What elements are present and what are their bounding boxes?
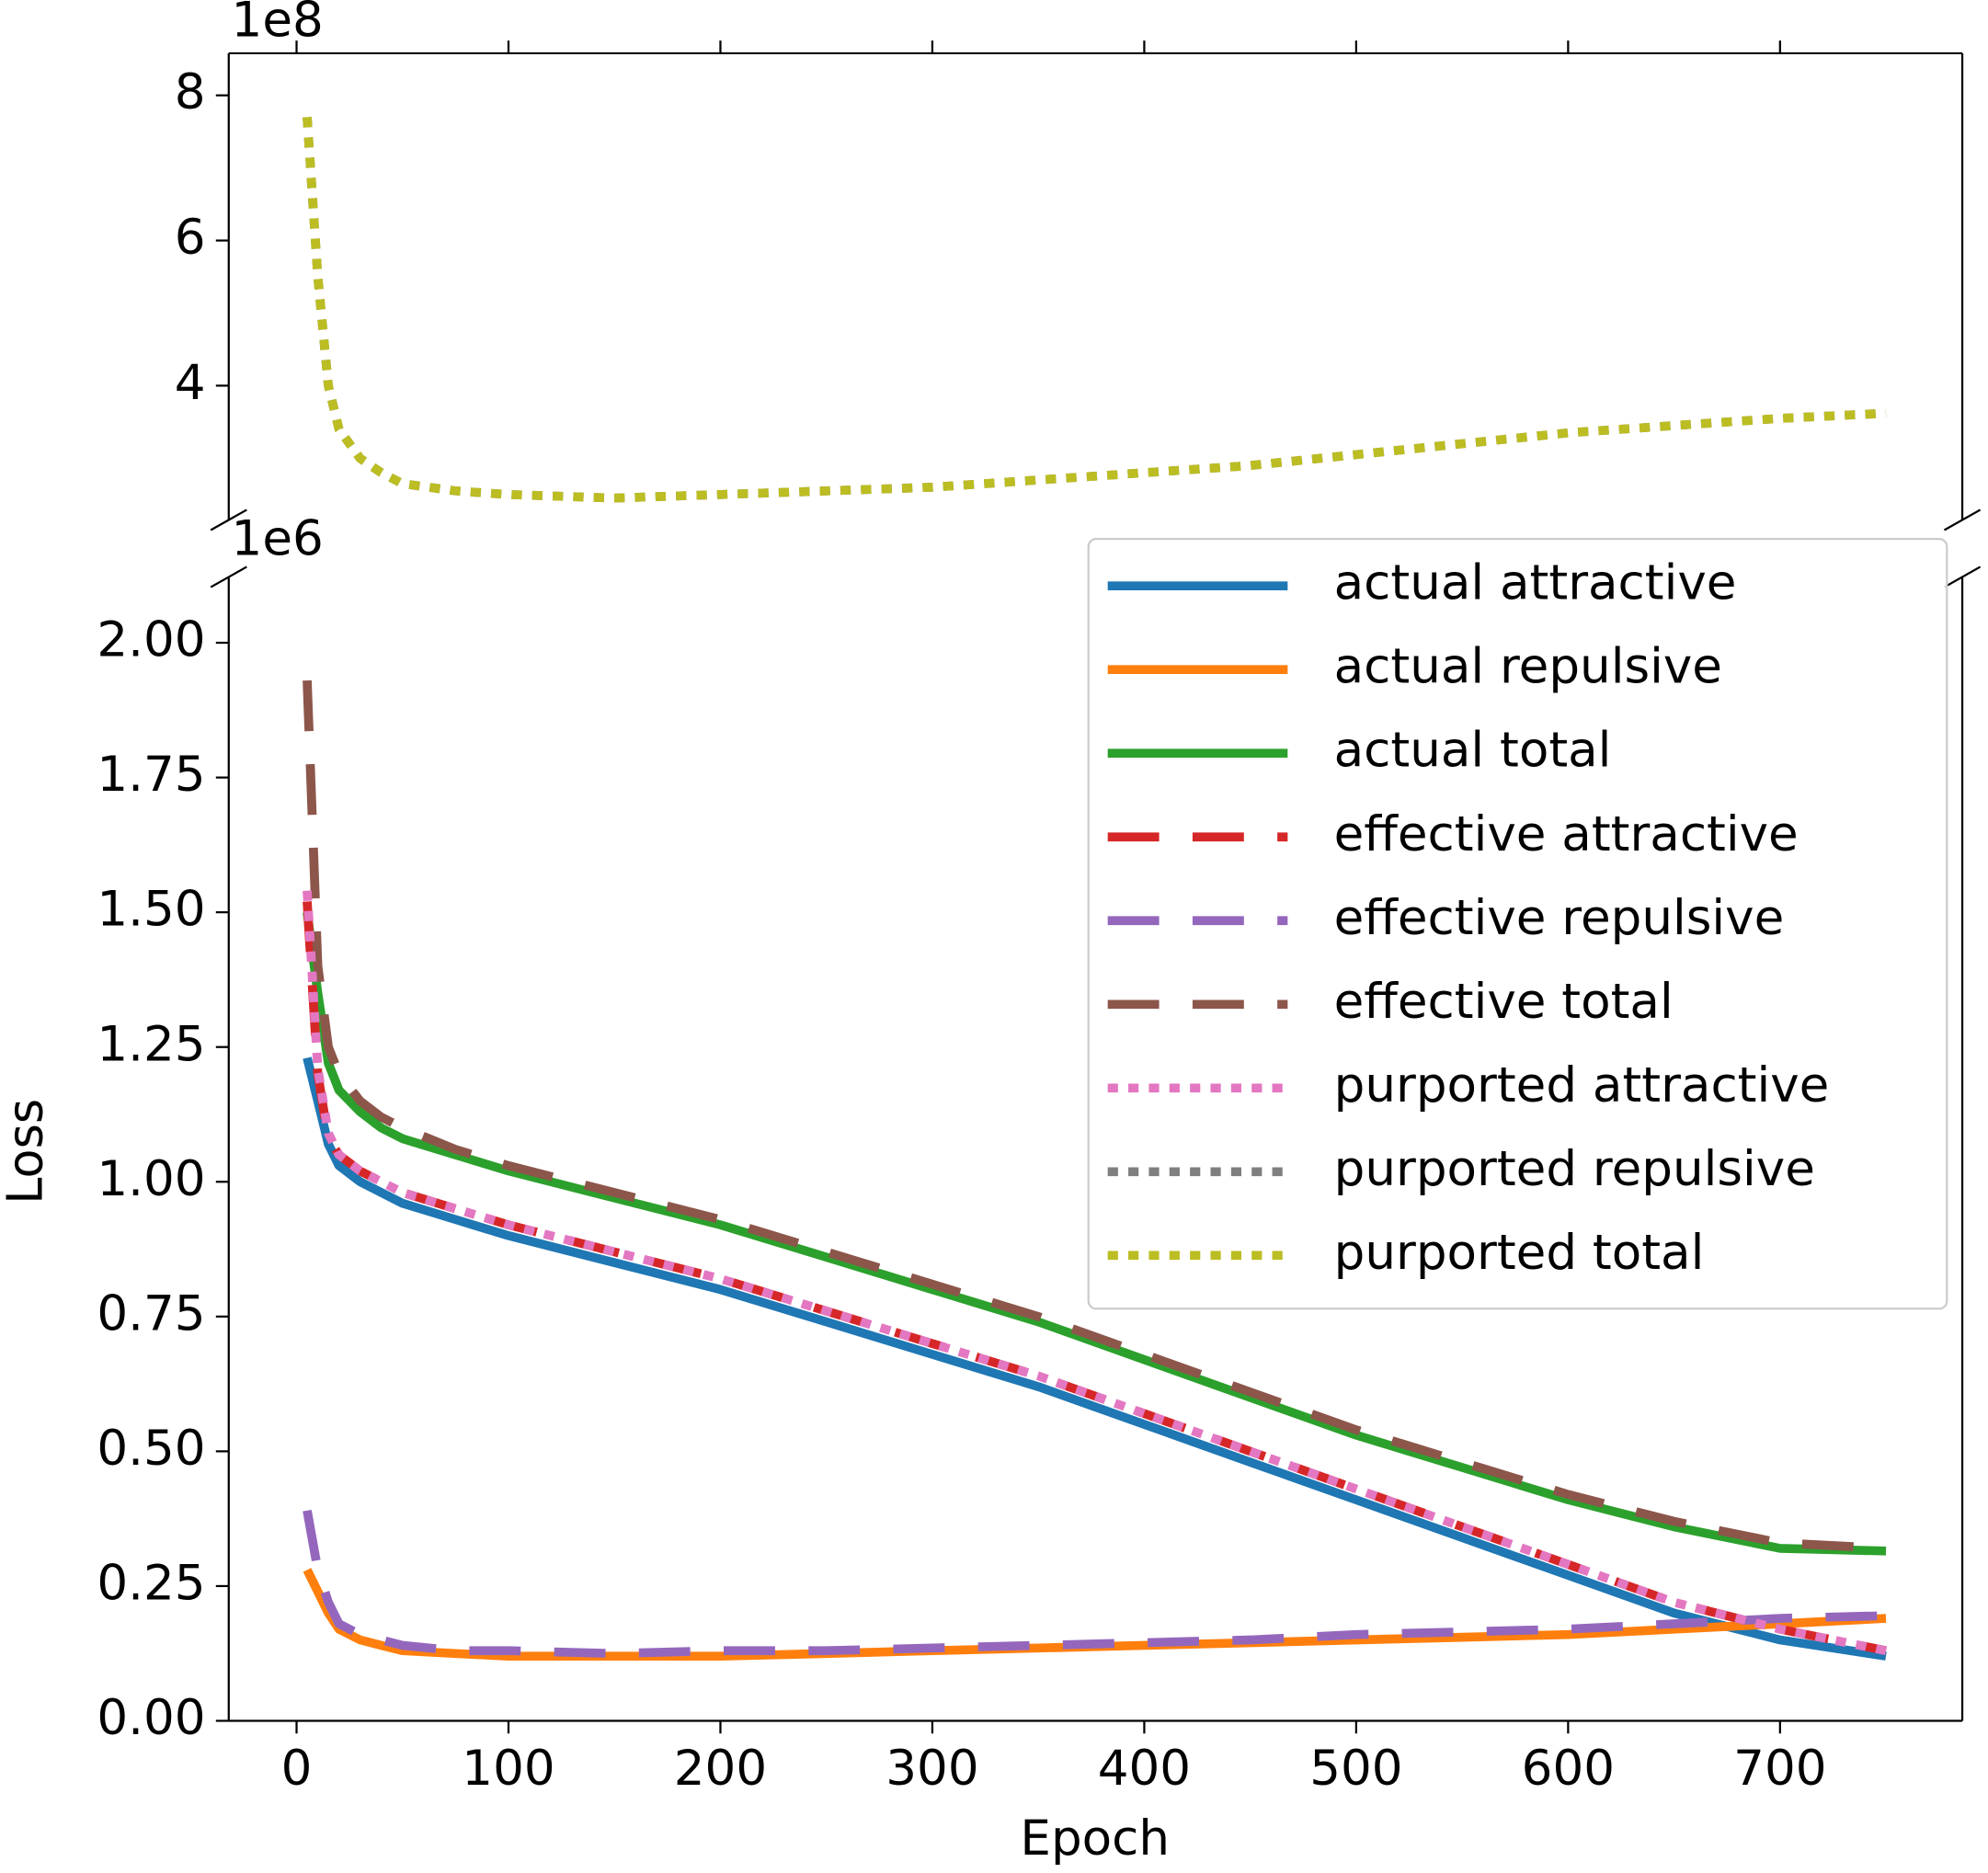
legend-label: actual attractive [1334, 555, 1737, 611]
legend-label: effective repulsive [1334, 890, 1785, 946]
offset-label: 1e6 [232, 511, 324, 567]
legend-label: actual repulsive [1334, 639, 1722, 695]
y-tick-label: 2.00 [97, 612, 205, 668]
axis-break [210, 508, 247, 531]
legend-label: purported total [1334, 1225, 1705, 1281]
series-line [303, 1056, 1887, 1661]
series-line [303, 901, 1888, 1655]
y-tick-label: 1.00 [97, 1151, 205, 1207]
legend-label: actual total [1334, 723, 1612, 779]
series-line [303, 911, 1887, 1556]
y-tick-label: 1.25 [97, 1017, 205, 1073]
y-tick-label: 0.75 [97, 1286, 205, 1342]
legend-label: purported attractive [1334, 1057, 1830, 1114]
axis-break [1943, 508, 1982, 531]
axis-break [210, 565, 247, 588]
x-tick-label: 600 [1522, 1742, 1615, 1798]
legend-label: effective total [1334, 974, 1674, 1030]
legend-label: effective attractive [1334, 806, 1799, 862]
y-tick-label: 1.50 [97, 882, 205, 938]
y-tick-label: 0.50 [97, 1421, 205, 1477]
x-tick-label: 200 [674, 1742, 767, 1798]
x-axis-label: Epoch [1020, 1810, 1170, 1867]
series-line [303, 117, 1887, 503]
series-line [303, 117, 1887, 503]
y-tick-label: 0.00 [97, 1690, 205, 1746]
x-tick-label: 300 [885, 1742, 978, 1798]
legend-box [1087, 538, 1948, 1310]
x-tick-label: 700 [1733, 1742, 1826, 1798]
x-tick-label: 500 [1309, 1742, 1402, 1798]
y-axis-label: Loss [0, 1099, 54, 1205]
y-tick-label: 8 [175, 65, 206, 121]
series-line [303, 1509, 1887, 1659]
x-tick-label: 0 [281, 1742, 313, 1798]
series-line [303, 680, 1887, 1553]
y-tick-label: 6 [175, 210, 206, 266]
x-tick-label: 400 [1098, 1742, 1191, 1798]
offset-label: 1e8 [232, 0, 324, 48]
legend: actual attractive actual repulsive actual … [1087, 538, 1948, 1310]
y-tick-label: 1.75 [97, 747, 205, 803]
x-tick-label: 100 [462, 1742, 554, 1798]
y-tick-label: 0.25 [97, 1556, 205, 1612]
legend-label: purported repulsive [1334, 1141, 1815, 1197]
y-tick-label: 4 [175, 355, 206, 411]
axis-break [1943, 565, 1982, 588]
